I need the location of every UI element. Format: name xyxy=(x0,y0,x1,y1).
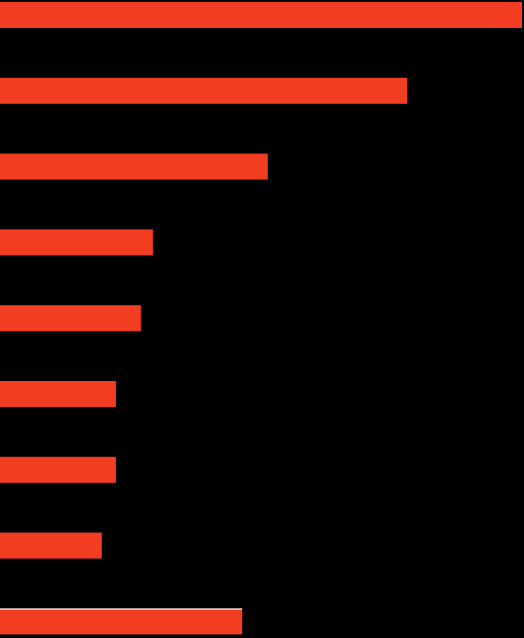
bar-3 xyxy=(0,153,268,180)
bar-5 xyxy=(0,305,141,332)
bar-4 xyxy=(0,229,153,256)
bar-7 xyxy=(0,456,116,483)
bar-1 xyxy=(0,2,522,28)
bar-9-highlight-edge xyxy=(0,608,243,610)
bar-9 xyxy=(0,608,243,635)
bar-2 xyxy=(0,77,408,104)
bar-6 xyxy=(0,381,116,407)
bar-8 xyxy=(0,532,102,559)
